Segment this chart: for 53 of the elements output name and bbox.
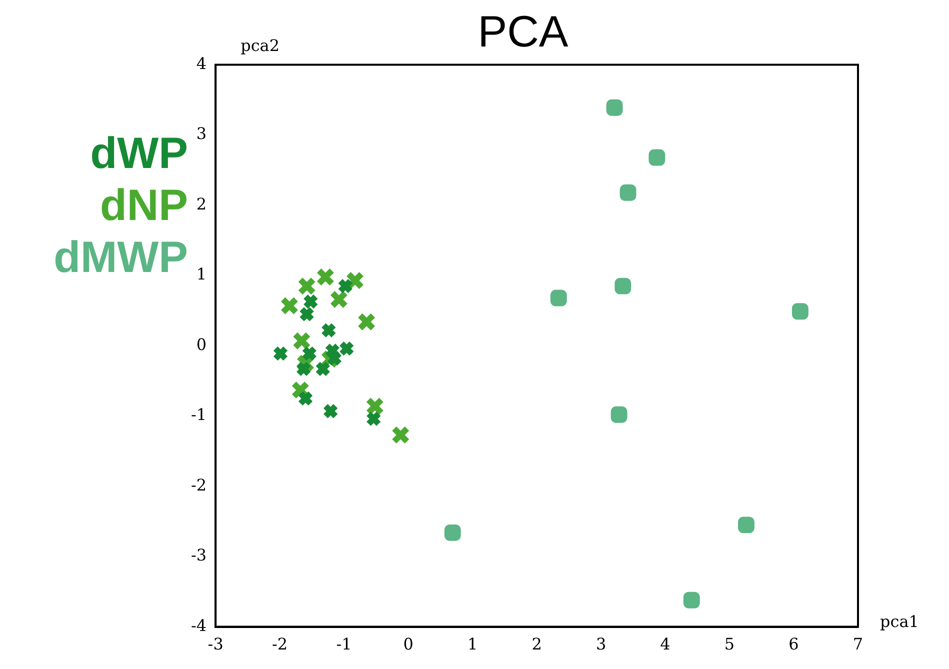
x-tick-label: 5	[724, 634, 735, 654]
y-tick-label: -3	[190, 546, 207, 565]
point	[444, 524, 461, 541]
point	[301, 346, 318, 362]
x-tick-label: 0	[403, 634, 414, 654]
y-axis-title: pca2	[240, 36, 280, 55]
point	[391, 426, 410, 444]
point	[606, 99, 623, 116]
chart-title: PCA	[478, 8, 569, 57]
point	[792, 303, 808, 320]
y-tick-label: 4	[196, 54, 207, 73]
x-tick-label: 1	[467, 634, 478, 654]
x-tick-label: -1	[336, 634, 352, 654]
y-tick-label: -2	[190, 475, 207, 494]
point	[366, 396, 384, 416]
text: dMWP	[52, 232, 188, 284]
text: dNP	[99, 180, 188, 232]
point	[314, 361, 331, 377]
point	[683, 592, 700, 608]
point	[322, 403, 339, 420]
point	[357, 312, 376, 332]
y-tick-label: 2	[196, 194, 207, 214]
y-tick-label: -1	[190, 405, 207, 424]
point	[330, 290, 348, 309]
point	[297, 276, 316, 296]
x-axis-title: pca1	[880, 612, 919, 632]
point	[292, 332, 312, 350]
point	[648, 149, 666, 166]
x-tick-label: 4	[660, 634, 670, 654]
point	[620, 184, 636, 201]
point	[337, 278, 354, 294]
point	[610, 406, 628, 423]
point	[296, 361, 312, 377]
point	[338, 340, 355, 357]
y-tick-label: -4	[190, 616, 207, 635]
x-tick-label: 7	[852, 634, 864, 654]
point	[614, 278, 632, 294]
point	[550, 290, 567, 306]
point	[320, 322, 337, 338]
point	[272, 346, 288, 362]
point	[280, 296, 299, 316]
y-tick-label: 1	[196, 264, 207, 284]
point	[298, 390, 314, 406]
y-tick-label: 3	[196, 124, 207, 144]
y-tick-label: 0	[196, 334, 207, 354]
text: dWP	[89, 128, 188, 180]
point	[316, 268, 335, 286]
x-tick-label: 6	[788, 634, 799, 654]
x-tick-label: 2	[532, 634, 542, 654]
x-tick-label: 3	[596, 634, 606, 654]
x-tick-label: -2	[272, 634, 288, 654]
point	[738, 516, 754, 534]
point	[366, 410, 382, 427]
